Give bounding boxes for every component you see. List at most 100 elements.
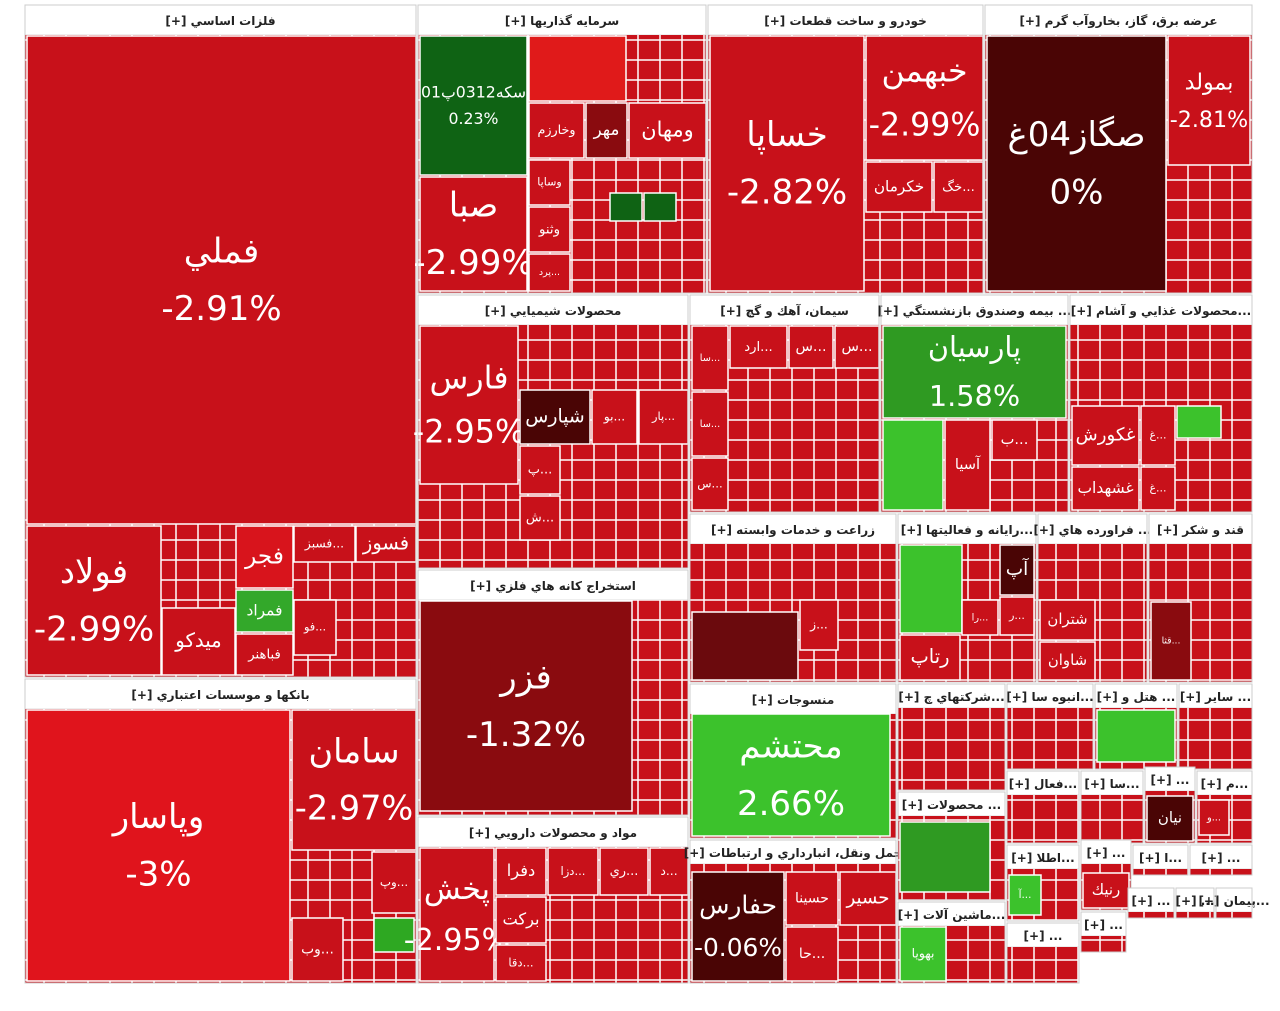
- tile: [1198, 799, 1230, 836]
- tile-label: شتران: [1047, 610, 1087, 628]
- tile-label: سامان: [308, 732, 399, 771]
- sector-border: [1189, 844, 1253, 876]
- tile: [547, 847, 599, 896]
- tile-label: آ...: [1018, 888, 1032, 901]
- expand-label[interactable]: [+]: [165, 14, 186, 28]
- tile: [691, 713, 891, 837]
- expand-label[interactable]: [+]: [1176, 894, 1197, 908]
- expand-label[interactable]: [+]: [1201, 777, 1222, 791]
- expand-label[interactable]: [+]: [1198, 894, 1219, 908]
- sector-name: زراعت و خدمات وابسته: [736, 523, 875, 538]
- expand-label[interactable]: [+]: [1097, 690, 1118, 704]
- sector: [+] سيمان، آهك و گچ ارد... س... س... سا... سا…: [689, 294, 880, 513]
- sector-body: [1081, 795, 1143, 843]
- sector-body: [1007, 795, 1079, 843]
- sector: [+] محصولات شيميايي فارس -2.95% شپارس بو... پ…: [413, 294, 689, 569]
- sector-title: [+] ...: [1132, 894, 1171, 908]
- tile: [355, 525, 417, 563]
- sector-name: پيمان...: [1224, 894, 1270, 908]
- tile-value: -2.99%: [413, 243, 533, 283]
- tile: [371, 851, 417, 914]
- tile-value: 2.66%: [737, 784, 845, 824]
- tile-label: ش...: [526, 511, 554, 526]
- expand-label[interactable]: [+]: [1087, 846, 1108, 860]
- tile-label: س...: [795, 339, 826, 355]
- expand-label[interactable]: [+]: [485, 304, 506, 318]
- expand-label[interactable]: [+]: [469, 826, 490, 840]
- tile: [882, 325, 1067, 419]
- tile: [691, 871, 785, 982]
- expand-label[interactable]: [+]: [1071, 304, 1092, 318]
- tile-label: آپ: [1006, 557, 1029, 580]
- tile-label: ر...: [1008, 609, 1025, 622]
- sector-title: [+] انبوه سا...: [1006, 690, 1094, 705]
- tile-label: خگ...: [942, 179, 975, 195]
- expand-label[interactable]: [+]: [1180, 690, 1201, 704]
- tile-label: س...: [841, 339, 872, 355]
- sector: [+] سرمايه گذاريها سكه0312پ01 0.23% صبا -2.9…: [413, 4, 707, 294]
- expand-label[interactable]: [+]: [711, 523, 732, 537]
- expand-label[interactable]: [+]: [1011, 851, 1032, 865]
- expand-label[interactable]: [+]: [1132, 894, 1153, 908]
- sector-name: شركتهاي چ...: [924, 690, 1005, 704]
- tile-label: قثا...: [1162, 636, 1181, 647]
- expand-label[interactable]: [+]: [764, 14, 785, 28]
- sector: [+] خودرو و ساخت قطعات خساپا -2.82% خبهمن -2…: [707, 4, 984, 294]
- expand-label[interactable]: [+]: [1084, 918, 1105, 932]
- tile: [528, 159, 571, 206]
- expand-label[interactable]: [+]: [131, 688, 152, 702]
- tile-label: وساپا: [537, 176, 561, 189]
- expand-label[interactable]: [+]: [1139, 851, 1160, 865]
- expand-label[interactable]: [+]: [1084, 777, 1105, 791]
- expand-label[interactable]: [+]: [1006, 690, 1027, 704]
- tile-label: فولاد: [60, 552, 128, 592]
- tile-label: بهويا: [912, 946, 935, 962]
- tile-label: پ...: [528, 463, 553, 478]
- expand-label[interactable]: [+]: [720, 304, 741, 318]
- sector-name: محصولات ...: [927, 798, 1001, 813]
- sector-border: [1196, 770, 1253, 844]
- tile-label: فو...: [303, 620, 326, 635]
- tile-label: غكورش: [1076, 425, 1136, 446]
- tile-label: مهر: [593, 120, 620, 140]
- expand-label[interactable]: [+]: [1202, 851, 1223, 865]
- expand-label[interactable]: [+]: [505, 14, 526, 28]
- expand-label[interactable]: [+]: [1157, 523, 1178, 537]
- sector: [+] بيمه وصندوق بازنشستگي ... پارسيان 1.58…: [877, 294, 1072, 513]
- sector-border: [1132, 844, 1189, 876]
- sector: [+] ... نيان: [1144, 766, 1196, 844]
- tile-value: -1.32%: [466, 715, 586, 755]
- sector-border: [689, 839, 897, 984]
- sector-name: م...: [1226, 777, 1248, 792]
- sector-body: [1007, 947, 1079, 983]
- sector-body: [1007, 708, 1093, 769]
- sector: [+] پيمان...: [1198, 887, 1270, 919]
- expand-label[interactable]: [+]: [1033, 523, 1054, 537]
- expand-label[interactable]: [+]: [684, 846, 705, 860]
- expand-label[interactable]: [+]: [1019, 14, 1040, 28]
- sector-name: بيمه وصندوق بازنشستگي ...: [903, 304, 1072, 319]
- sector-border: [1215, 887, 1253, 919]
- expand-label[interactable]: [+]: [1009, 777, 1030, 791]
- tile-label: محتشم: [739, 726, 842, 766]
- sector-name: بانكها و موسسات اعتباري: [157, 688, 310, 703]
- expand-label[interactable]: [+]: [902, 798, 923, 812]
- expand-label[interactable]: [+]: [1024, 929, 1045, 943]
- expand-label[interactable]: [+]: [1151, 773, 1172, 787]
- expand-label[interactable]: [+]: [901, 523, 922, 537]
- tile: [899, 926, 947, 982]
- expand-label[interactable]: [+]: [877, 304, 898, 318]
- expand-label[interactable]: [+]: [898, 690, 919, 704]
- expand-label[interactable]: [+]: [470, 579, 491, 593]
- tile: [899, 821, 991, 893]
- sector-title: [+] محصولات شيميايي: [485, 304, 622, 319]
- tile-value: -2.95%: [413, 413, 526, 451]
- sector-name: عرضه برق، گاز، بخاروآب گرم: [1045, 13, 1218, 29]
- sector-border: [1069, 294, 1253, 513]
- tile: [1167, 35, 1251, 166]
- sector-border: [897, 683, 1006, 791]
- expand-label[interactable]: [+]: [898, 908, 919, 922]
- expand-label[interactable]: [+]: [752, 693, 773, 707]
- tile: [899, 544, 963, 634]
